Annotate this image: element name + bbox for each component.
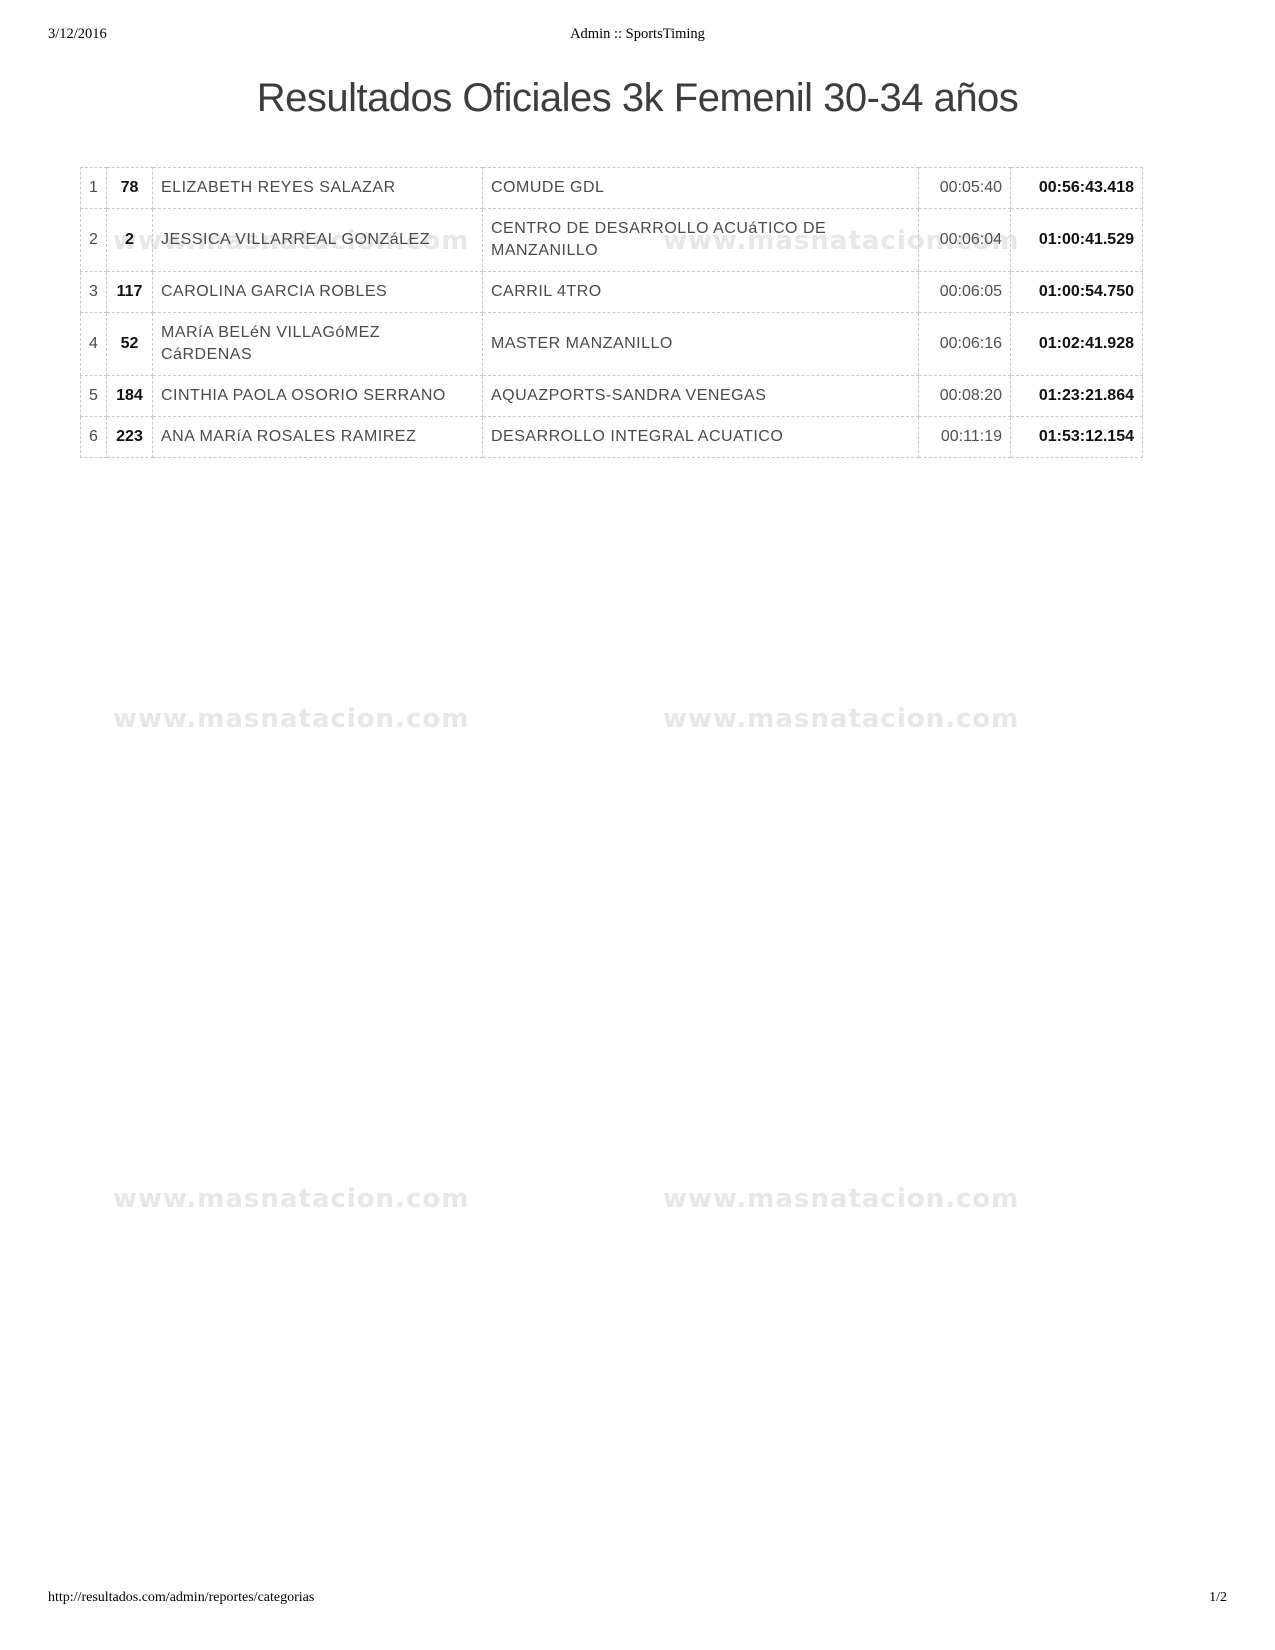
- print-page-title: Admin :: SportsTiming: [570, 26, 705, 42]
- team-cell: MASTER MANZANILLO: [482, 312, 919, 376]
- split-time-cell: 00:06:16: [918, 312, 1011, 376]
- bib-number-cell: 117: [106, 271, 153, 313]
- table-row: 1 78 ELIZABETH REYES SALAZAR COMUDE GDL 00:0…: [80, 167, 1143, 209]
- team-cell: AQUAZPORTS-SANDRA VENEGAS: [482, 375, 919, 417]
- position-cell: 1: [80, 167, 107, 209]
- watermark-text: www.masnatacion.com: [113, 1184, 470, 1214]
- final-time-cell: 01:00:54.750: [1010, 271, 1143, 313]
- split-time-cell: 00:06:04: [918, 208, 1011, 272]
- table-row: 3 117 CAROLINA GARCIA ROBLES CARRIL 4TRO 00:…: [80, 271, 1143, 313]
- report-title: Resultados Oficiales 3k Femenil 30-34 añ…: [256, 76, 1019, 120]
- split-time-cell: 00:06:05: [918, 271, 1011, 313]
- bib-number-cell: 78: [106, 167, 153, 209]
- watermark-text: www.masnatacion.com: [663, 1184, 1020, 1214]
- footer-url: http://resultados.com/admin/reportes/cat…: [48, 1590, 315, 1605]
- bib-number-cell: 52: [106, 312, 153, 376]
- athlete-name-cell: JESSICA VILLARREAL GONZáLEZ: [152, 208, 483, 272]
- bib-number-cell: 223: [106, 416, 153, 458]
- position-cell: 6: [80, 416, 107, 458]
- position-cell: 5: [80, 375, 107, 417]
- table-row: 6 223 ANA MARíA ROSALES RAMIREZ DESARROLLO …: [80, 416, 1143, 458]
- table-row: 4 52 MARíA BELéN VILLAGóMEZ CáRDENAS MASTER…: [80, 312, 1143, 376]
- results-table: 1 78 ELIZABETH REYES SALAZAR COMUDE GDL 00:0…: [80, 167, 1143, 458]
- watermark-text: www.masnatacion.com: [113, 704, 470, 734]
- final-time-cell: 01:23:21.864: [1010, 375, 1143, 417]
- position-cell: 4: [80, 312, 107, 376]
- print-footer: http://resultados.com/admin/reportes/cat…: [48, 1590, 1227, 1606]
- table-row: 5 184 CINTHIA PAOLA OSORIO SERRANO AQUAZPOR…: [80, 375, 1143, 417]
- team-cell: CENTRO DE DESARROLLO ACUáTICO DE MANZANI…: [482, 208, 919, 272]
- footer-page-number: 1/2: [1209, 1590, 1227, 1605]
- athlete-name-cell: ELIZABETH REYES SALAZAR: [152, 167, 483, 209]
- split-time-cell: 00:08:20: [918, 375, 1011, 417]
- athlete-name-cell: MARíA BELéN VILLAGóMEZ CáRDENAS: [152, 312, 483, 376]
- athlete-name-cell: CINTHIA PAOLA OSORIO SERRANO: [152, 375, 483, 417]
- final-time-cell: 01:02:41.928: [1010, 312, 1143, 376]
- position-cell: 3: [80, 271, 107, 313]
- athlete-name-cell: ANA MARíA ROSALES RAMIREZ: [152, 416, 483, 458]
- watermark-text: www.masnatacion.com: [663, 704, 1020, 734]
- final-time-cell: 01:53:12.154: [1010, 416, 1143, 458]
- bib-number-cell: 2: [106, 208, 153, 272]
- bib-number-cell: 184: [106, 375, 153, 417]
- final-time-cell: 00:56:43.418: [1010, 167, 1143, 209]
- team-cell: DESARROLLO INTEGRAL ACUATICO: [482, 416, 919, 458]
- final-time-cell: 01:00:41.529: [1010, 208, 1143, 272]
- split-time-cell: 00:05:40: [918, 167, 1011, 209]
- print-header: 3/12/2016 Admin :: SportsTiming: [48, 26, 1227, 43]
- split-time-cell: 00:11:19: [918, 416, 1011, 458]
- team-cell: COMUDE GDL: [482, 167, 919, 209]
- print-date: 3/12/2016: [48, 26, 107, 42]
- table-row: 2 2 JESSICA VILLARREAL GONZáLEZ CENTRO DE D…: [80, 208, 1143, 272]
- position-cell: 2: [80, 208, 107, 272]
- athlete-name-cell: CAROLINA GARCIA ROBLES: [152, 271, 483, 313]
- team-cell: CARRIL 4TRO: [482, 271, 919, 313]
